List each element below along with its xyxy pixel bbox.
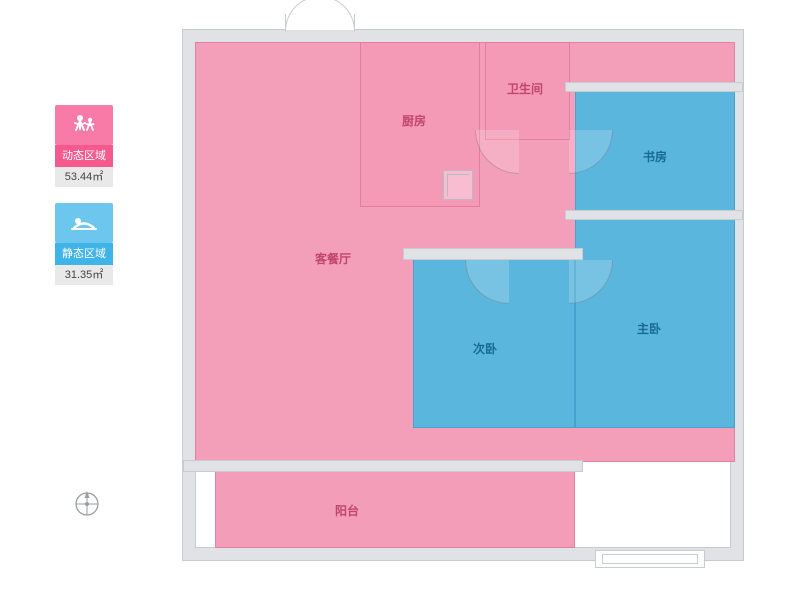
- interior-wall-0: [183, 460, 583, 472]
- legend-static-label: 静态区域: [55, 243, 113, 265]
- compass-icon: [73, 490, 101, 518]
- dynamic-people-icon: [55, 105, 113, 145]
- legend-static: 静态区域 31.35㎡: [55, 203, 113, 285]
- room-label-kitchen: 厨房: [402, 112, 426, 129]
- interior-wall-3: [565, 82, 743, 92]
- floorplan-canvas: 客餐厅阳台 厨房 卫生间书房主卧次卧: [165, 10, 755, 570]
- window-0: [595, 550, 705, 568]
- room-label-balcony: 阳台: [335, 502, 359, 519]
- room-label-bath: 卫生间: [507, 80, 543, 97]
- legend-dynamic-label: 动态区域: [55, 145, 113, 167]
- static-sleep-icon: [55, 203, 113, 243]
- room-label-master: 主卧: [637, 320, 661, 337]
- legend-static-value: 31.35㎡: [55, 265, 113, 285]
- interior-wall-1: [403, 248, 583, 260]
- legend-panel: 动态区域 53.44㎡ 静态区域 31.35㎡: [55, 105, 113, 301]
- room-label-living: 客餐厅: [315, 250, 351, 267]
- legend-dynamic: 动态区域 53.44㎡: [55, 105, 113, 187]
- entry-door-arc: [285, 0, 355, 32]
- interior-wall-2: [565, 210, 743, 220]
- room-label-second: 次卧: [473, 340, 497, 357]
- sleep-icon: [70, 213, 98, 233]
- room-balcony: [215, 470, 575, 548]
- floor-drain-icon: [443, 170, 473, 200]
- legend-dynamic-value: 53.44㎡: [55, 167, 113, 187]
- room-label-study: 书房: [643, 148, 667, 165]
- people-icon: [70, 113, 98, 137]
